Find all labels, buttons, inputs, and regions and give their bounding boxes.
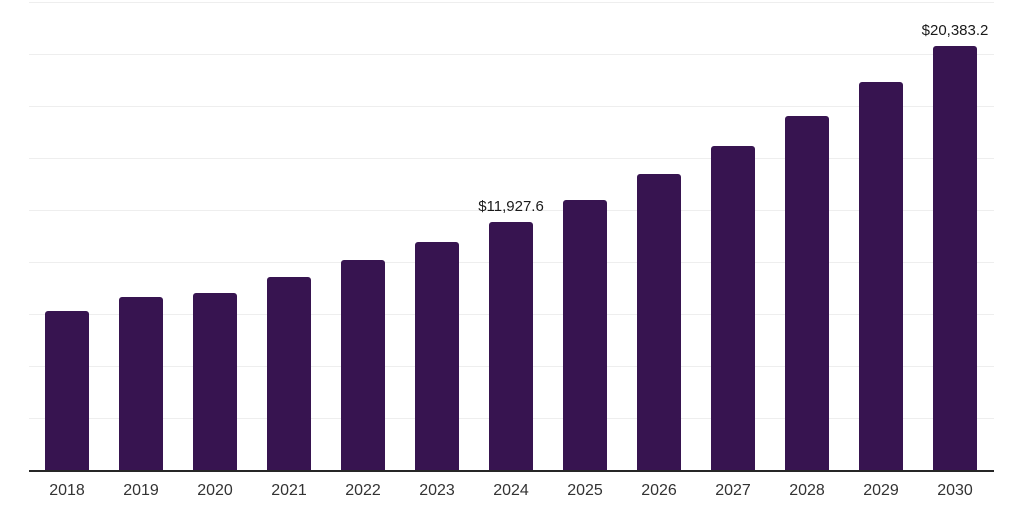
x-axis-tick-label-2026: 2026 <box>641 482 677 499</box>
x-axis-tick-label-2028: 2028 <box>789 482 825 499</box>
bar-2029[interactable] <box>859 81 903 470</box>
x-axis-tick-label-2027: 2027 <box>715 482 751 499</box>
x-axis-tick-label-2018: 2018 <box>49 482 85 499</box>
bar-2027[interactable] <box>711 145 755 470</box>
bar-2022[interactable] <box>341 259 385 470</box>
gridline <box>29 2 994 3</box>
x-axis-tick-label-2020: 2020 <box>197 482 233 499</box>
x-axis-tick-label-2022: 2022 <box>345 482 381 499</box>
bar-2019[interactable] <box>119 297 163 470</box>
gridline <box>29 158 994 159</box>
x-axis-line <box>29 470 994 472</box>
x-axis-tick-label-2023: 2023 <box>419 482 455 499</box>
bar-value-label-2030: $20,383.2 <box>921 22 989 39</box>
gridline <box>29 54 994 55</box>
gridline <box>29 106 994 107</box>
bar-value-label-2024: $11,927.6 <box>478 197 544 215</box>
bar-2021[interactable] <box>267 277 311 470</box>
x-axis-tick-label-2030: 2030 <box>937 482 973 499</box>
bar-2030[interactable] <box>933 46 977 470</box>
x-axis-tick-label-2021: 2021 <box>271 482 307 499</box>
bar-2025[interactable] <box>563 199 607 470</box>
bar-2026[interactable] <box>637 174 681 470</box>
x-axis-tick-label-2025: 2025 <box>567 482 603 499</box>
gridline <box>29 210 994 211</box>
bar-2018[interactable] <box>45 310 89 470</box>
x-axis-tick-labels: 2018 2019 2020 2021 2022 2023 2024 2025 2026 2027… <box>0 482 1024 504</box>
plot-area: $11,927.6 $20,383.2 <box>29 2 994 472</box>
bar-2023[interactable] <box>415 241 459 470</box>
x-axis-tick-label-2029: 2029 <box>863 482 899 499</box>
bar-2020[interactable] <box>193 293 237 470</box>
bar-2028[interactable] <box>785 116 829 470</box>
x-axis-tick-label-2024: 2024 <box>493 482 529 499</box>
bar-2024[interactable] <box>489 221 533 470</box>
x-axis-tick-label-2019: 2019 <box>123 482 159 499</box>
